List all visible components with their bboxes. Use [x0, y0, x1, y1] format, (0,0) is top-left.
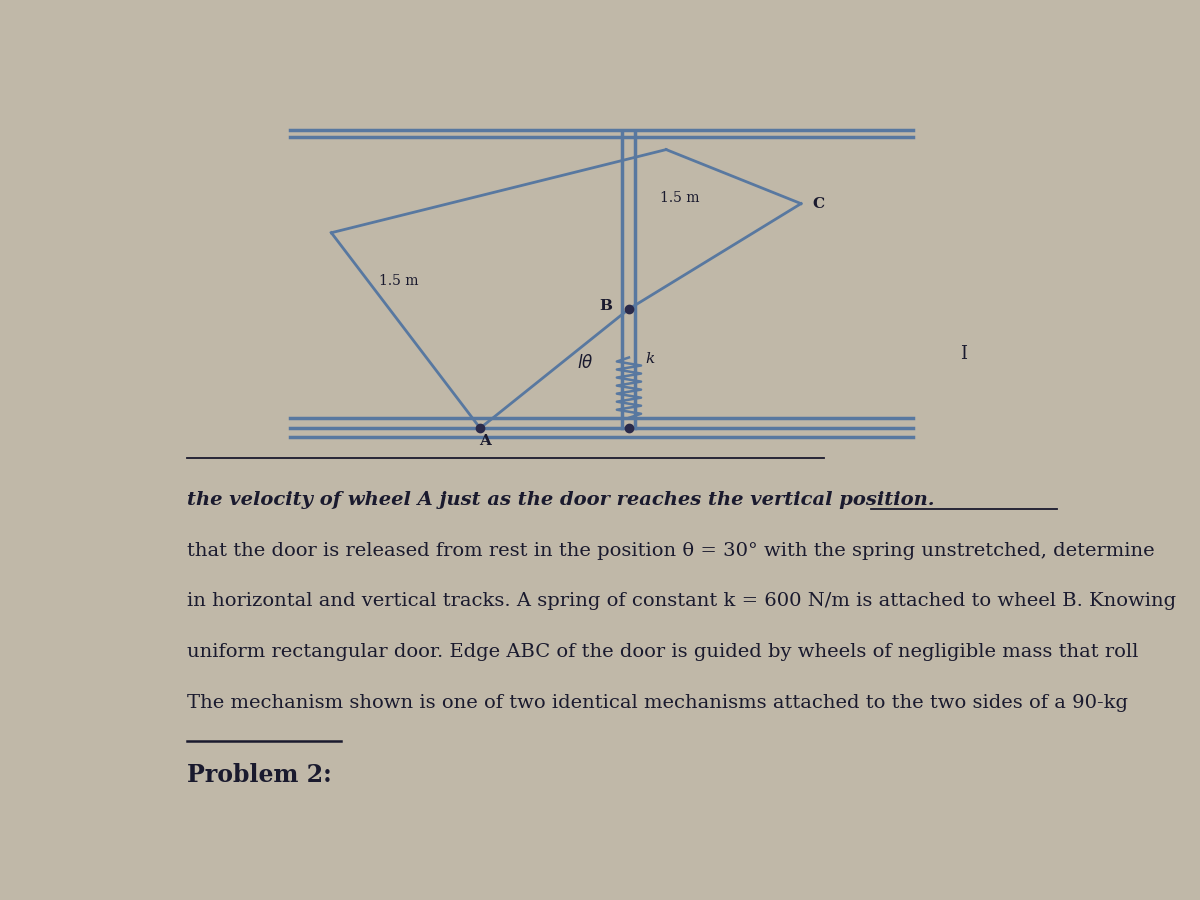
Text: $l\theta$: $l\theta$: [577, 354, 594, 372]
Text: 1.5 m: 1.5 m: [660, 191, 700, 205]
Text: The mechanism shown is one of two identical mechanisms attached to the two sides: The mechanism shown is one of two identi…: [187, 694, 1128, 712]
Text: that the door is released from rest in the position θ = 30° with the spring unst: that the door is released from rest in t…: [187, 542, 1154, 560]
Text: k: k: [646, 352, 655, 366]
Text: Problem 2:: Problem 2:: [187, 763, 332, 787]
Text: A: A: [479, 434, 491, 447]
Text: 1.5 m: 1.5 m: [379, 274, 419, 288]
Text: uniform rectangular door. Edge ABC of the door is guided by wheels of negligible: uniform rectangular door. Edge ABC of th…: [187, 643, 1139, 661]
Text: C: C: [812, 196, 824, 211]
Text: I: I: [960, 345, 967, 363]
Text: the velocity of wheel A just as the door reaches the vertical position.: the velocity of wheel A just as the door…: [187, 491, 935, 509]
Text: B: B: [599, 299, 612, 312]
Text: in horizontal and vertical tracks. A spring of constant k = 600 N/m is attached : in horizontal and vertical tracks. A spr…: [187, 592, 1176, 610]
